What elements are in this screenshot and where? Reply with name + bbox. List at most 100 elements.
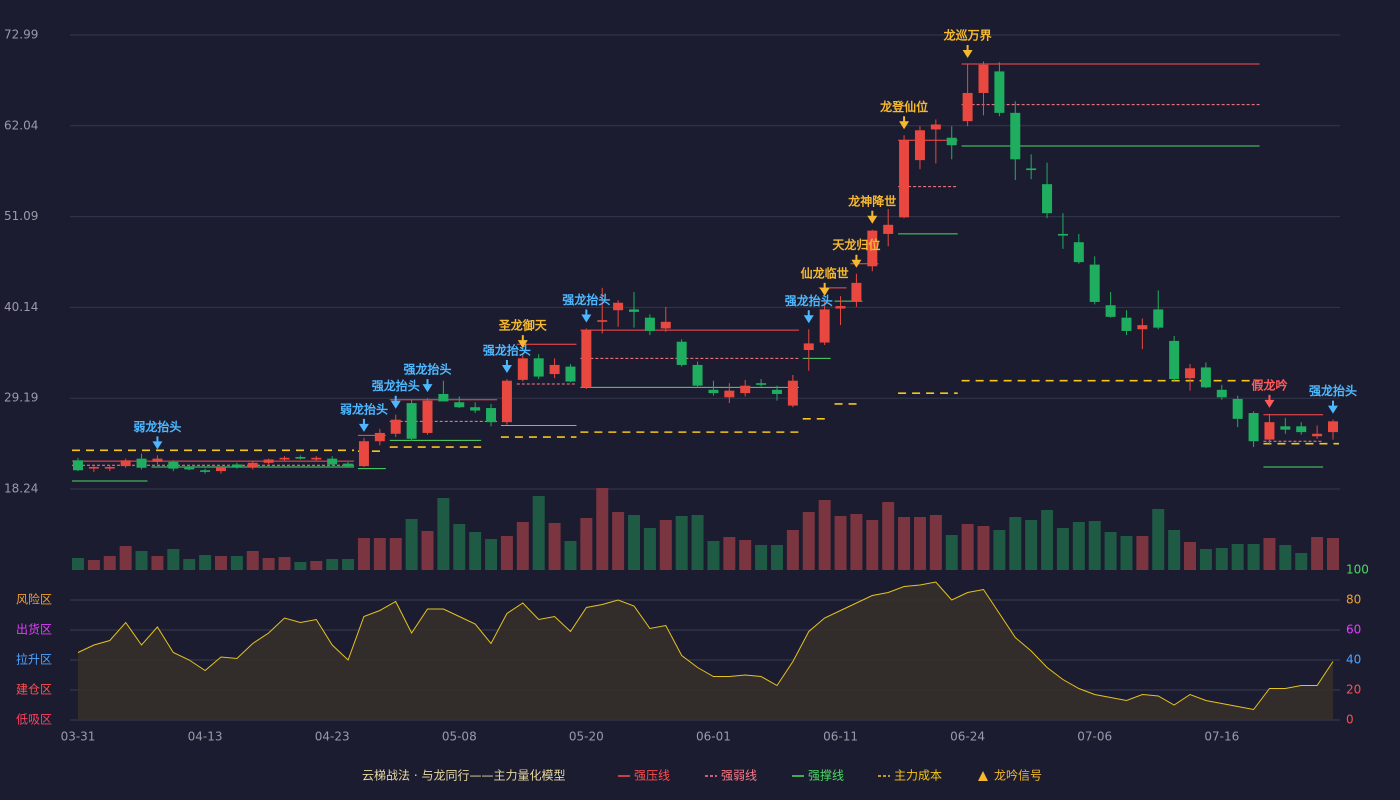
- candle-body: [1200, 367, 1211, 388]
- x-tick-label: 03-31: [61, 730, 96, 744]
- signal-arrow: [152, 436, 163, 450]
- candle-body: [740, 385, 751, 394]
- candle-body: [517, 358, 528, 380]
- x-tick-label: 07-16: [1204, 730, 1239, 744]
- candle-body: [629, 309, 640, 312]
- volume-bar: [818, 500, 831, 570]
- volume-bar: [516, 522, 529, 570]
- volume-bar: [1168, 530, 1181, 570]
- candle-body: [819, 309, 830, 343]
- candle-body: [263, 459, 274, 463]
- candle-body: [1328, 421, 1338, 433]
- candle-body: [374, 432, 385, 442]
- indicator-area: [78, 582, 1333, 720]
- candle-body: [565, 366, 576, 382]
- volume-bar: [723, 537, 736, 570]
- signal-label: 天龙归位: [832, 237, 880, 252]
- volume-bar: [1263, 538, 1276, 570]
- candle-body: [231, 464, 242, 467]
- volume-bar: [151, 556, 164, 570]
- volume-bar: [1311, 537, 1324, 570]
- volume-bar: [834, 516, 847, 570]
- volume-bar: [786, 530, 799, 570]
- volume-bar: [977, 526, 990, 570]
- candle-body: [104, 466, 115, 469]
- zone-label: 低吸区: [16, 713, 52, 727]
- volume-bar: [548, 523, 561, 570]
- signal-label: 龙登仙位: [880, 99, 928, 114]
- volume-bar: [342, 559, 355, 570]
- volume-bar: [135, 551, 148, 570]
- volume-bar: [1104, 532, 1117, 570]
- candle-body: [883, 224, 894, 234]
- legend-title: 云梯战法 · 与龙同行——主力量化模型: [362, 769, 565, 783]
- volume-bar: [1120, 536, 1133, 570]
- candle-body: [73, 460, 83, 471]
- candle-body: [692, 364, 703, 386]
- signal-label: 弱龙抬头: [340, 401, 388, 416]
- signal-arrow: [851, 254, 862, 268]
- candle-body: [676, 341, 687, 365]
- signal-label: 弱龙抬头: [133, 419, 181, 434]
- volume-bar: [564, 541, 577, 570]
- signal-label: 强龙抬头: [483, 343, 531, 358]
- signal-arrow: [819, 282, 830, 296]
- candle-body: [358, 441, 369, 467]
- legend-label: 强撑线: [808, 768, 844, 783]
- volume-bar: [1247, 544, 1260, 570]
- candle-body: [1232, 398, 1243, 419]
- candle-body: [343, 463, 354, 467]
- signal-arrow: [517, 335, 528, 349]
- candle-body: [279, 457, 290, 460]
- volume-bar: [628, 515, 641, 570]
- candle-body: [1057, 233, 1068, 236]
- candle-body: [914, 130, 925, 161]
- candle-body: [962, 92, 973, 122]
- candle-body: [930, 124, 941, 130]
- candle-body: [454, 402, 465, 408]
- volume-bar: [850, 514, 863, 570]
- legend-label: 龙吟信号: [994, 768, 1042, 783]
- y-tick-label: 29.19: [4, 391, 38, 405]
- x-tick-label: 04-23: [315, 730, 350, 744]
- volume-bar: [1279, 545, 1292, 570]
- candle-body: [724, 390, 735, 398]
- signal-label: 强龙抬头: [372, 378, 420, 393]
- volume-bar: [707, 541, 720, 570]
- volume-bar: [866, 520, 879, 570]
- volume-bar: [437, 498, 450, 570]
- candle-body: [1185, 368, 1196, 379]
- x-tick-label: 05-20: [569, 730, 604, 744]
- candle-body: [1105, 305, 1116, 317]
- signal-label: 强龙抬头: [562, 292, 610, 307]
- volume-bar: [326, 559, 339, 570]
- candle-body: [168, 461, 179, 469]
- volume-bar: [500, 536, 513, 570]
- signal-arrow: [358, 418, 369, 432]
- volume-bar: [1231, 544, 1244, 570]
- candle-body: [1121, 317, 1132, 331]
- x-tick-label: 06-24: [950, 730, 985, 744]
- x-tick-label: 06-01: [696, 730, 731, 744]
- candle-body: [644, 317, 655, 331]
- candle-body: [549, 364, 560, 375]
- legend-label: 强压线: [634, 769, 670, 783]
- y2-tick-label: 100: [1346, 563, 1369, 577]
- zone-label: 建仓区: [16, 683, 52, 697]
- candle-body: [120, 460, 131, 467]
- candle-body: [994, 71, 1005, 113]
- y-tick-label: 51.09: [4, 209, 38, 223]
- signal-arrow: [899, 116, 910, 130]
- volume-bar: [199, 555, 212, 570]
- y2-tick-label: 60: [1346, 623, 1361, 637]
- volume-bar: [612, 512, 625, 570]
- volume-bar: [278, 557, 291, 570]
- volume-bar: [246, 551, 259, 570]
- volume-bar: [87, 560, 100, 570]
- candle-body: [1169, 340, 1180, 380]
- candle-body: [1312, 433, 1323, 437]
- volume-bar: [214, 556, 227, 570]
- volume-bar: [1041, 510, 1054, 570]
- volume-bar: [675, 516, 688, 570]
